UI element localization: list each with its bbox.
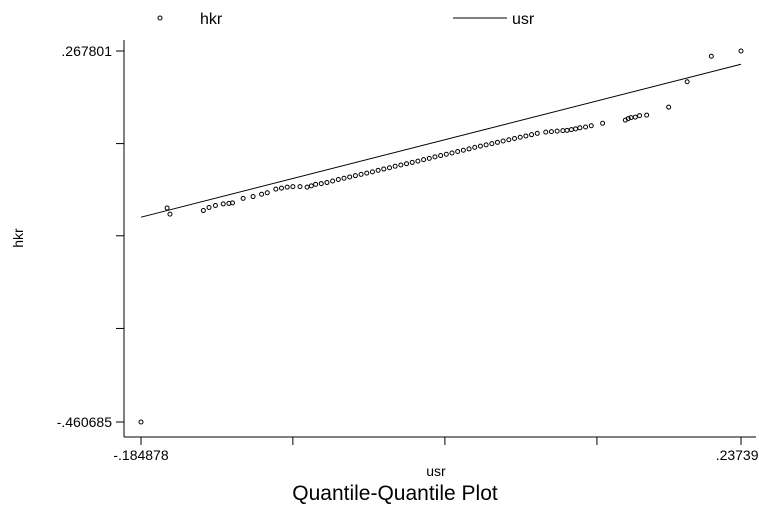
data-point: [568, 127, 574, 133]
data-point: [250, 194, 256, 200]
legend: hkr usr: [157, 11, 535, 28]
y-tick-label: -.460685: [57, 414, 112, 430]
data-point: [341, 175, 347, 181]
data-point: [443, 151, 449, 157]
data-point: [415, 158, 421, 164]
data-point: [517, 134, 523, 140]
data-point: [583, 124, 589, 130]
data-point: [466, 146, 472, 152]
data-point: [220, 201, 226, 207]
data-point: [259, 191, 265, 197]
data-point: [625, 116, 631, 122]
y-axis-ticks: .267801 -.460685: [57, 43, 124, 430]
data-point: [738, 48, 744, 54]
data-point: [666, 104, 672, 110]
data-point: [352, 173, 358, 179]
chart-title: Quantile-Quantile Plot: [292, 482, 498, 505]
data-point: [494, 139, 500, 145]
fitted-line-series: [140, 63, 742, 218]
data-point: [477, 143, 483, 149]
data-point: [313, 181, 319, 187]
x-tick-label: .237396: [716, 447, 759, 463]
data-point: [318, 181, 324, 187]
data-point: [240, 195, 246, 201]
data-point: [138, 419, 144, 425]
data-point: [534, 130, 540, 136]
data-point: [308, 183, 314, 189]
data-point: [548, 129, 554, 135]
data-point: [455, 148, 461, 154]
data-point: [421, 157, 427, 163]
data-point: [523, 133, 529, 139]
data-point: [200, 208, 206, 214]
data-point: [347, 174, 353, 180]
data-point: [409, 159, 415, 165]
data-point: [398, 162, 404, 168]
data-point: [404, 161, 410, 167]
data-point: [560, 128, 566, 134]
data-point: [297, 184, 303, 190]
data-point: [432, 154, 438, 160]
y-tick-label: .267801: [61, 43, 112, 59]
data-point: [392, 163, 398, 169]
legend-marker-hkr: [157, 15, 163, 21]
data-point: [304, 184, 310, 190]
data-point: [483, 142, 489, 148]
data-point: [637, 113, 643, 119]
usr-reference-line: [140, 63, 742, 218]
data-point: [577, 125, 583, 131]
data-point: [708, 53, 714, 59]
data-point: [358, 171, 364, 177]
data-point: [588, 123, 594, 129]
x-tick-label: -.184878: [113, 447, 168, 463]
data-point: [426, 155, 432, 161]
data-point: [375, 167, 381, 173]
data-point: [264, 190, 270, 196]
y-axis-label: hkr: [10, 228, 26, 248]
data-point: [554, 128, 560, 134]
data-point: [273, 186, 279, 192]
data-point: [278, 185, 284, 191]
data-point: [600, 120, 606, 126]
data-point: [644, 112, 650, 118]
data-point: [364, 170, 370, 176]
data-point: [330, 178, 336, 184]
data-point: [369, 169, 375, 175]
data-point-series: [138, 48, 744, 425]
data-point: [512, 135, 518, 141]
x-axis-ticks: -.184878 .237396: [113, 437, 759, 463]
data-point: [164, 205, 170, 211]
data-point: [573, 126, 579, 132]
data-point: [324, 180, 330, 186]
data-point: [506, 137, 512, 143]
x-axis-label: usr: [426, 463, 446, 479]
data-point: [438, 153, 444, 159]
data-point: [167, 211, 173, 217]
data-point: [206, 205, 212, 211]
data-point: [290, 184, 296, 190]
data-point: [543, 129, 549, 135]
data-point: [212, 202, 218, 208]
data-point: [684, 79, 690, 85]
data-point: [529, 132, 535, 138]
data-point: [335, 176, 341, 182]
data-point: [386, 165, 392, 171]
data-point: [284, 184, 290, 190]
legend-label-hkr: hkr: [200, 11, 223, 28]
data-point: [229, 200, 235, 206]
data-point: [489, 141, 495, 147]
data-point: [564, 127, 570, 133]
data-point: [449, 150, 455, 156]
data-point: [500, 138, 506, 144]
data-point: [381, 166, 387, 172]
data-point: [460, 147, 466, 153]
data-point: [472, 144, 478, 150]
data-point: [632, 114, 638, 120]
legend-label-usr: usr: [512, 11, 535, 28]
